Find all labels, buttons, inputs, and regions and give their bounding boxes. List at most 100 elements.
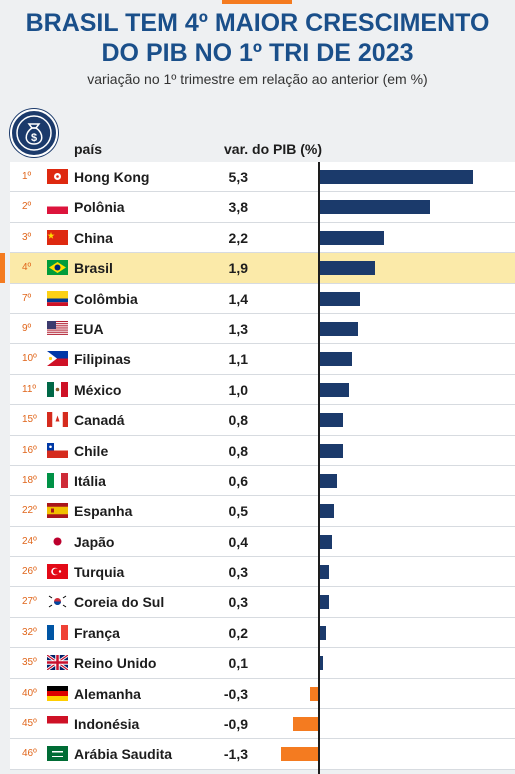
- flag-mx-icon: [47, 381, 68, 397]
- bar: [320, 352, 352, 367]
- bar: [320, 200, 430, 215]
- value-label: 0,5: [228, 503, 248, 520]
- table-row: 3º China 2,2: [10, 222, 515, 254]
- bar: [320, 473, 338, 488]
- value-label: 0,1: [228, 655, 248, 672]
- column-header-value: var. do PIB (%): [224, 141, 323, 157]
- value-label: 0,8: [228, 442, 248, 459]
- country-label: China: [74, 229, 113, 246]
- table-row: 24º Japão 0,4: [10, 526, 515, 558]
- bar: [320, 230, 384, 245]
- table-row: 10º Filipinas 1,1: [10, 344, 515, 375]
- bar: [320, 291, 361, 306]
- bar: [320, 504, 335, 519]
- value-label: 2,2: [228, 229, 248, 246]
- flag-es-icon: [47, 503, 68, 519]
- value-label: 0,3: [228, 594, 248, 611]
- country-label: Coreia do Sul: [74, 594, 165, 611]
- rank-label: 1º: [22, 171, 32, 182]
- table-row: 35º Reino Unido 0,1: [10, 648, 515, 679]
- chart-subtitle: variação no 1º trimestre em relação ao a…: [87, 71, 428, 87]
- bar: [320, 382, 349, 397]
- flag-br-icon: [47, 260, 68, 276]
- svg-text:$: $: [31, 132, 37, 144]
- value-label: 0,4: [228, 533, 248, 550]
- flag-co-icon: [47, 290, 68, 306]
- money-bag-icon: $: [10, 109, 58, 157]
- flag-cn-icon: [47, 229, 68, 245]
- table-row: 45º Indonésia -0,9: [10, 709, 515, 740]
- country-label: Colômbia: [74, 290, 138, 307]
- rank-label: 16º: [22, 444, 37, 456]
- country-label: Alemanha: [74, 685, 141, 702]
- rank-label: 15º: [22, 414, 37, 426]
- rank-label: 40º: [22, 687, 37, 699]
- country-label: França: [74, 624, 120, 641]
- value-label: 1,9: [228, 260, 248, 277]
- country-label: Canadá: [74, 412, 125, 429]
- rank-label: 32º: [22, 626, 37, 638]
- table-row: 40º Alemanha -0,3: [10, 678, 515, 710]
- bar: [320, 261, 375, 276]
- table-row: 18º Itália 0,6: [10, 465, 515, 497]
- bar: [293, 717, 319, 732]
- country-label: México: [74, 381, 122, 398]
- rank-label: 2º: [22, 201, 32, 213]
- rank-label: 45º: [22, 718, 37, 730]
- value-label: 0,8: [228, 412, 248, 429]
- bar: [320, 625, 326, 640]
- flag-fr-icon: [47, 624, 68, 640]
- bar: [320, 443, 344, 458]
- table-row: 7º Colômbia 1,4: [10, 283, 515, 314]
- flag-pl-icon: [47, 199, 68, 215]
- title-line-1: BRASIL TEM 4º MAIOR CRESCIMENTO: [25, 9, 490, 37]
- bar: [320, 321, 358, 336]
- table-row: 32º França 0,2: [10, 617, 515, 649]
- value-label: 1,3: [228, 320, 248, 337]
- country-label: Japão: [74, 533, 115, 550]
- table-row: 1º Hong Kong 5,3: [10, 162, 515, 193]
- value-label: 0,2: [228, 624, 248, 641]
- country-label: Chile: [74, 442, 109, 459]
- flag-jp-icon: [47, 533, 68, 549]
- rank-label: 10º: [22, 353, 37, 365]
- flag-cl-icon: [47, 442, 68, 458]
- flag-sa-icon: [47, 746, 68, 762]
- value-label: 0,3: [228, 564, 248, 581]
- flag-us-icon: [47, 320, 68, 336]
- country-label: Polônia: [74, 199, 125, 216]
- bar: [320, 565, 329, 580]
- flag-hk-icon: [47, 169, 68, 184]
- flag-ph-icon: [47, 351, 68, 367]
- country-label: EUA: [74, 320, 104, 337]
- table-row: 9º EUA 1,3: [10, 313, 515, 345]
- flag-de-icon: [47, 685, 68, 701]
- bar: [310, 686, 319, 701]
- country-label: Turquia: [74, 564, 125, 581]
- table-row: 46º Arábia Saudita -1,3: [10, 739, 515, 770]
- table-row: 16º Chile 0,8: [10, 435, 515, 466]
- bar: [320, 413, 344, 428]
- top-accent-bar: [222, 0, 292, 4]
- rank-label: 18º: [22, 474, 37, 486]
- bar: [320, 534, 332, 549]
- value-label: 5,3: [228, 169, 248, 185]
- country-label: Filipinas: [74, 351, 131, 368]
- country-label: Arábia Saudita: [74, 746, 173, 763]
- flag-it-icon: [47, 472, 68, 488]
- value-label: 0,6: [228, 472, 248, 489]
- rank-label: 11º: [22, 383, 37, 395]
- table-row: 27º Coreia do Sul 0,3: [10, 587, 515, 618]
- rank-label: 24º: [22, 535, 37, 547]
- chart-title: BRASIL TEM 4º MAIOR CRESCIMENTO DO PIB N…: [0, 8, 515, 68]
- flag-gb-icon: [46, 654, 69, 672]
- bar: [281, 747, 319, 762]
- bar: [320, 170, 473, 184]
- country-label: Brasil: [74, 260, 113, 277]
- column-header-country: país: [74, 141, 103, 157]
- flag-id-icon: [47, 716, 68, 732]
- table-row: 2º Polônia 3,8: [10, 192, 515, 223]
- rank-label: 4º: [22, 262, 32, 274]
- flag-kr-icon: [47, 594, 68, 610]
- flag-ca-icon: [47, 412, 68, 428]
